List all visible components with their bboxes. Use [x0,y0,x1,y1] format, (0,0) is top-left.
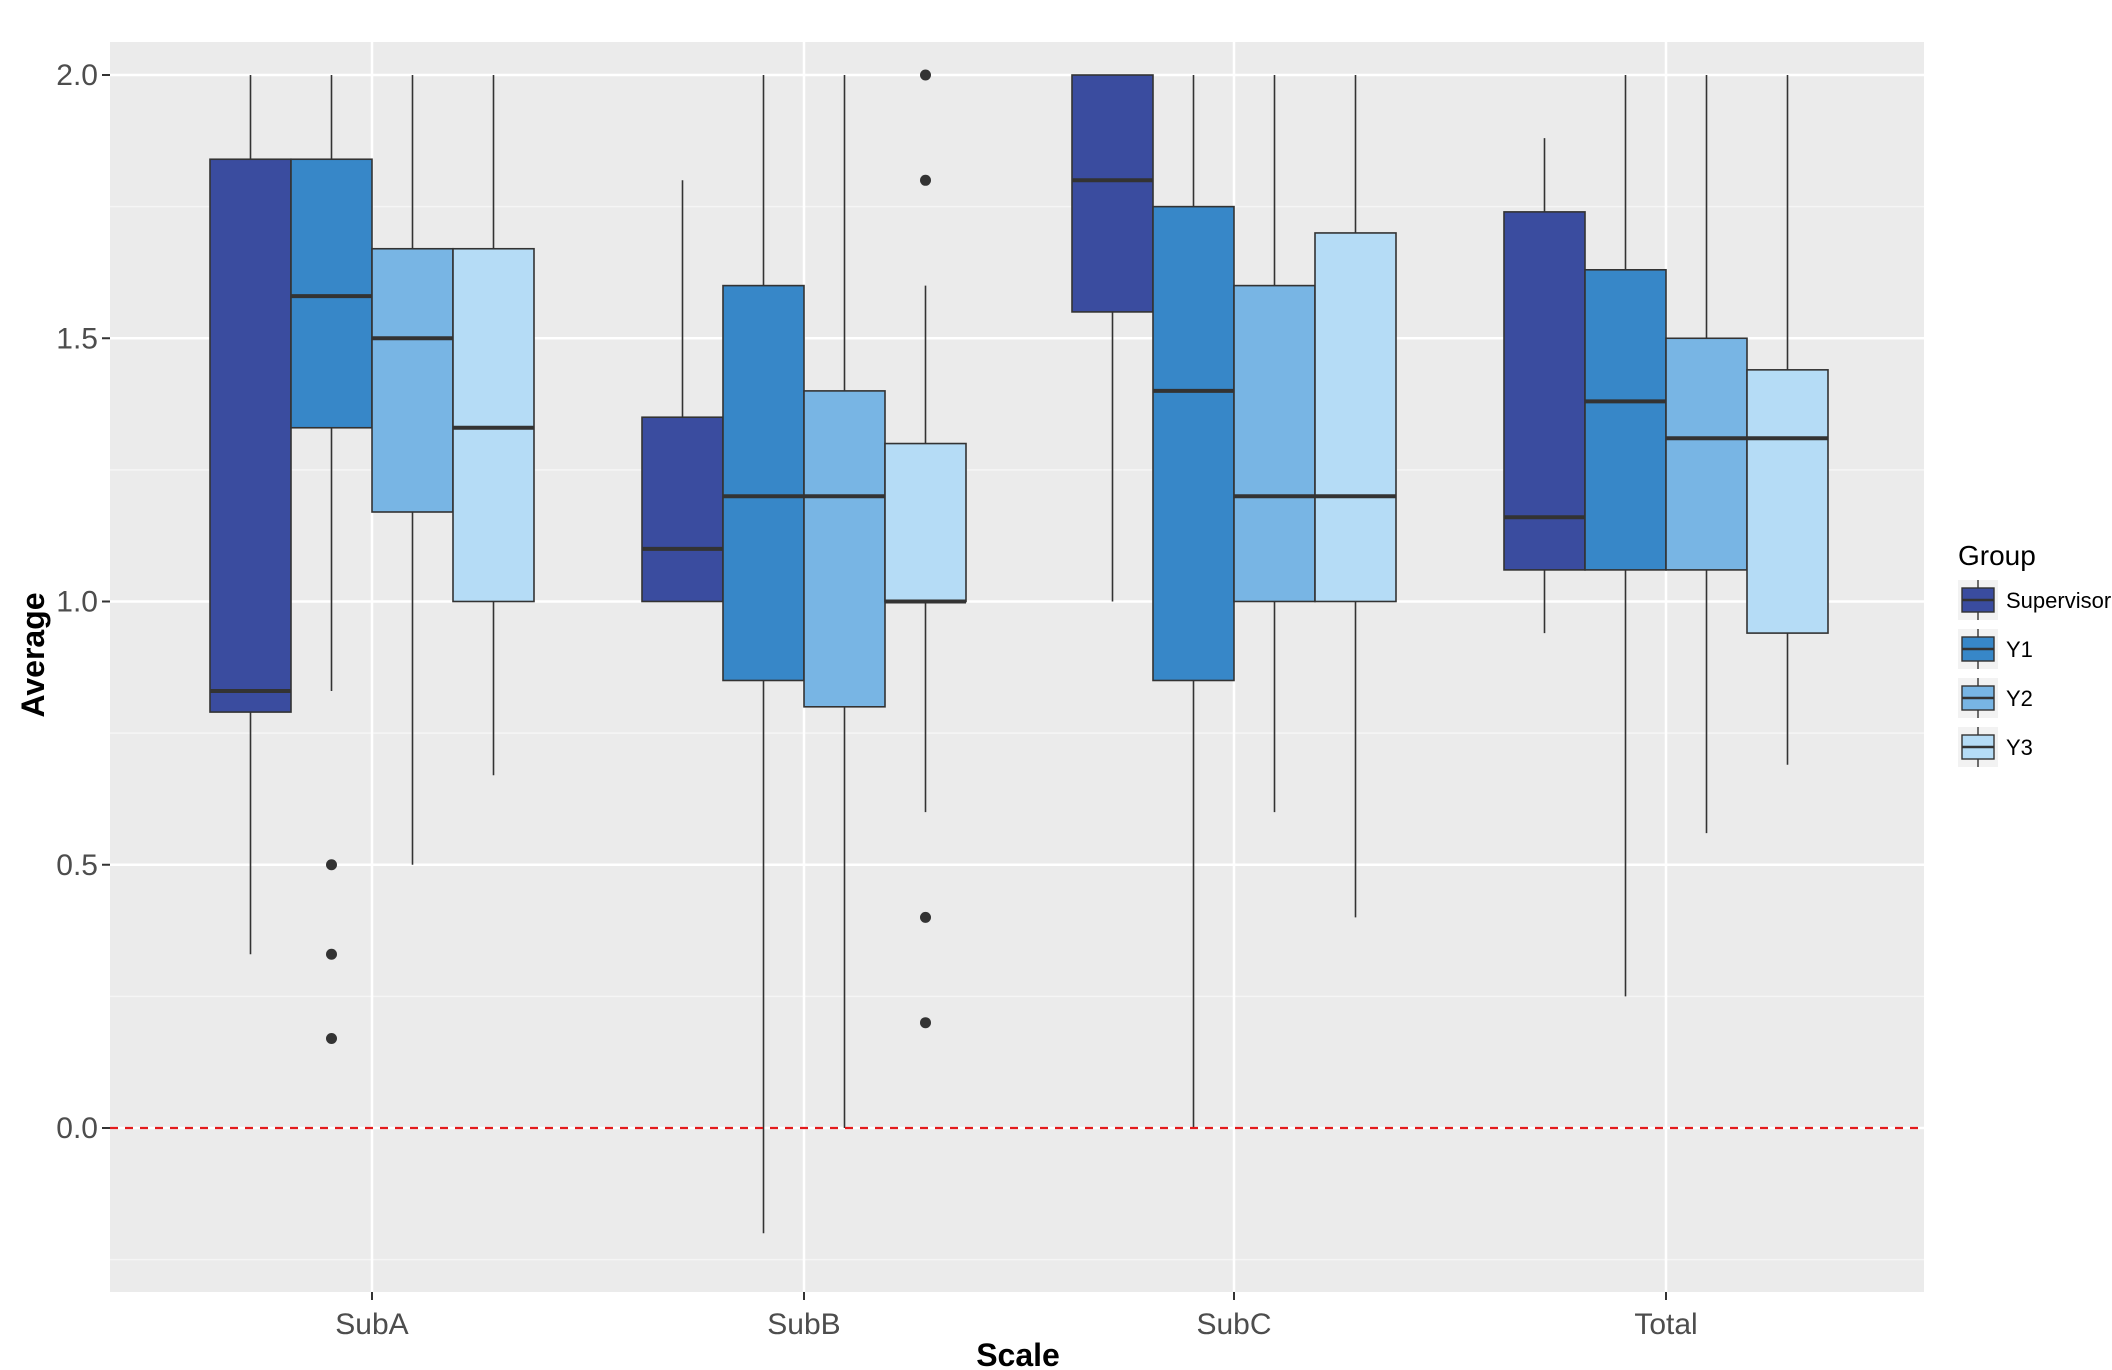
x-tick-label: Total [1634,1308,1697,1341]
y-tick-label: 0.5 [56,849,98,882]
outlier-point [920,69,931,81]
box-SubC-Supervisor [1071,74,1154,602]
box-SubB-Y3 [884,69,967,1029]
box-body [1665,337,1748,571]
outlier-point [920,1017,931,1029]
y-axis-title: Average [15,592,51,717]
box-body [722,284,805,682]
legend-item-Y3: Y3 [1958,727,2033,767]
box-body [371,247,454,513]
y-axis: 0.0 0.5 1.0 1.5 2.0 [56,59,110,1145]
legend-label: Y3 [2006,735,2033,760]
box-body [290,158,373,429]
y-tick-label: 1.0 [56,586,98,619]
outlier-point [920,911,931,923]
box-SubB-Y2 [803,75,886,1128]
box-group [209,69,1829,1234]
legend: Group Supervisor Y1 Y2 Y3 [1958,540,2111,767]
box-body [803,390,886,708]
box-SubA-Y2 [371,75,454,865]
box-SubA-Y3 [452,75,535,776]
x-tick-label: SubC [1196,1308,1271,1341]
y-tick-label: 2.0 [56,59,98,92]
x-axis: SubA SubB SubC Total [335,1292,1698,1341]
box-SubB-Supervisor [641,180,724,603]
box-SubA-Y1 [290,75,373,1044]
box-body [1503,211,1586,571]
legend-label: Y2 [2006,686,2033,711]
box-Total-Y1 [1584,75,1667,997]
panel-background [110,42,1924,1292]
y-tick-label: 0.0 [56,1112,98,1145]
box-body [1314,232,1397,603]
box-body [1071,74,1154,313]
legend-item-Y1: Y1 [1958,629,2033,669]
x-axis-title: Scale [976,1337,1060,1370]
box-body [452,247,535,603]
box-SubC-Y1 [1152,75,1235,1128]
box-SubC-Y2 [1233,75,1316,813]
legend-title: Group [1958,540,2036,571]
outlier-point [326,1032,337,1044]
outlier-point [326,859,337,871]
box-body [1152,205,1235,682]
x-tick-label: SubB [767,1308,840,1341]
outlier-point [326,948,337,960]
x-tick-label: SubA [335,1308,408,1341]
box-body [641,416,724,603]
box-body [209,158,292,713]
legend-item-Supervisor: Supervisor [1958,580,2111,620]
legend-label: Y1 [2006,637,2033,662]
box-Total-Y3 [1746,75,1829,765]
box-body [884,442,967,603]
box-Total-Y2 [1665,75,1748,834]
box-SubA-Supervisor [209,75,292,955]
box-body [1233,284,1316,603]
y-tick-label: 1.5 [56,322,98,355]
legend-item-Y2: Y2 [1958,678,2033,718]
box-SubB-Y1 [722,75,805,1234]
box-SubC-Y3 [1314,75,1397,918]
legend-label: Supervisor [2006,588,2111,613]
box-body [1746,369,1829,634]
box-body [1584,269,1667,571]
outlier-point [920,174,931,186]
box-Total-Supervisor [1503,138,1586,634]
